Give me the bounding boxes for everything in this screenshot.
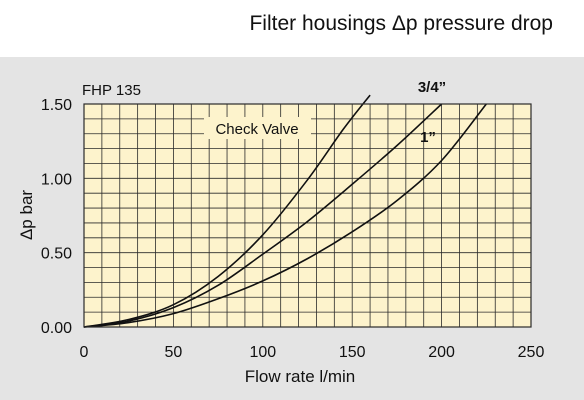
series-line-one-inch — [83, 103, 487, 328]
check-valve-label-box — [204, 117, 311, 139]
check-valve-label: Check Valve — [204, 117, 311, 139]
plot-frame — [83, 103, 532, 328]
series-lines — [83, 94, 487, 328]
x-tick-label: 250 — [518, 344, 545, 361]
check-valve-label-text: Check Valve — [215, 121, 298, 138]
x-tick-label: 50 — [165, 344, 183, 361]
chart-subtitle: FHP 135 — [82, 82, 141, 99]
plot-area — [84, 104, 531, 327]
x-tick-label: 150 — [339, 344, 366, 361]
series-line-three-quarter — [83, 103, 443, 328]
series-line-check-valve — [83, 94, 371, 328]
y-tick-label: 0.00 — [41, 320, 72, 337]
grid-lines — [84, 104, 531, 327]
series-label-three-quarter: 3/4” — [418, 79, 446, 96]
x-tick-label: 100 — [249, 344, 276, 361]
y-tick-label: 1.00 — [41, 171, 72, 188]
y-tick-labels: 0.00 0.50 1.00 1.50 — [41, 97, 72, 337]
y-tick-label: 1.50 — [41, 97, 72, 114]
series-label-one-inch: 1” — [420, 129, 436, 146]
y-axis-label: Δp bar — [17, 190, 36, 240]
y-tick-label: 0.50 — [41, 246, 72, 263]
x-tick-labels: 0 50 100 150 200 250 — [80, 344, 545, 361]
x-tick-label: 0 — [80, 344, 89, 361]
series-labels: 3/4” 1” — [418, 79, 446, 146]
x-tick-label: 200 — [428, 344, 455, 361]
plot-border — [83, 103, 532, 328]
x-axis-label: Flow rate l/min — [245, 367, 356, 386]
chart-title: Filter housings Δp pressure drop — [249, 12, 553, 35]
